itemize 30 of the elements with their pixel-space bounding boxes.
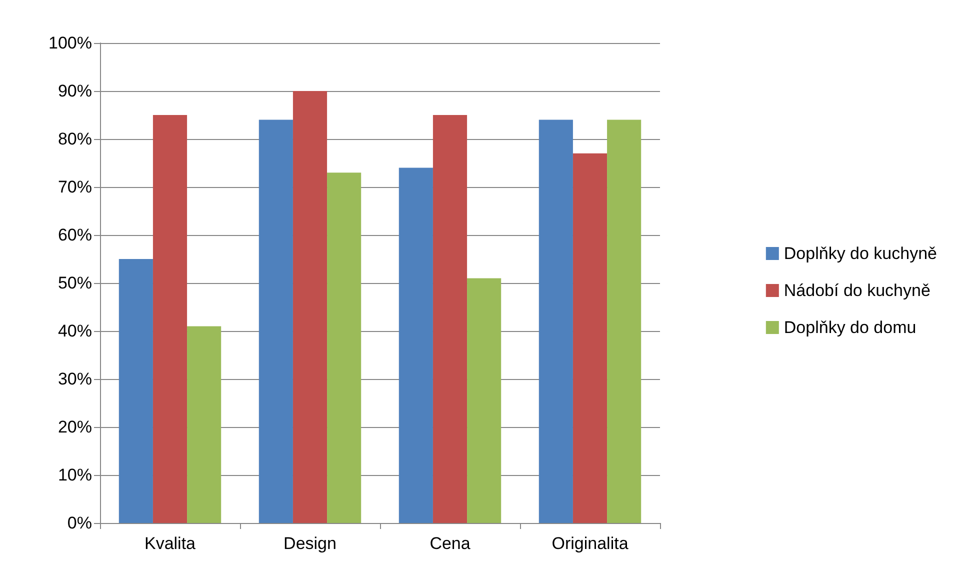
bar (292, 91, 328, 523)
bar (327, 172, 362, 523)
bar (607, 120, 642, 523)
bar (118, 259, 153, 523)
x-tick-label: Kvalita (144, 534, 196, 553)
bar (152, 115, 188, 523)
x-tick-label: Cena (430, 534, 471, 553)
legend-label: Nádobí do kuchyně (784, 281, 930, 300)
x-tick-label: Design (284, 534, 336, 553)
bar (572, 153, 608, 523)
y-tick-label: 100% (48, 34, 92, 52)
x-tick-label: Originalita (552, 534, 629, 553)
y-tick-label: 90% (58, 82, 92, 100)
bar (187, 326, 222, 523)
y-tick-label: 50% (58, 274, 92, 292)
y-tick-label: 70% (58, 178, 92, 196)
y-tick-label: 20% (58, 418, 92, 436)
bar (467, 278, 502, 523)
bar (398, 168, 433, 523)
legend-label: Doplňky do domu (784, 318, 916, 337)
legend-label: Doplňky do kuchyně (784, 244, 937, 263)
bar (538, 120, 573, 523)
bar (432, 115, 468, 523)
y-tick-label: 80% (58, 130, 92, 148)
y-tick-label: 0% (67, 514, 92, 532)
y-tick-label: 40% (58, 322, 92, 340)
bar (258, 120, 293, 523)
y-tick-label: 30% (58, 370, 92, 388)
y-tick-label: 60% (58, 226, 92, 244)
y-tick-label: 10% (58, 466, 92, 484)
